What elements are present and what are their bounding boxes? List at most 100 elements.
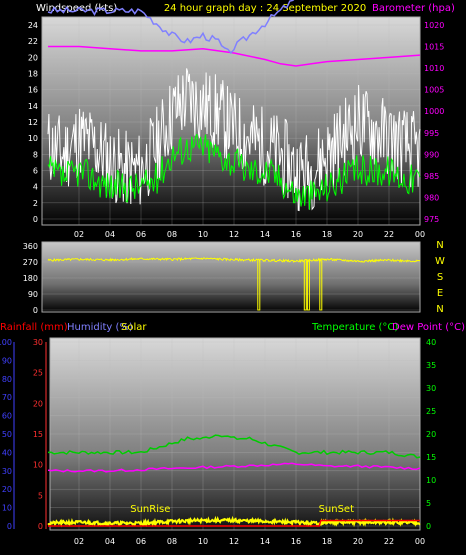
direction-tick-label: 0: [33, 306, 38, 315]
compass-label: S: [437, 272, 443, 283]
temperature-axis-label: Temperature (°C): [311, 322, 398, 333]
panel2-series: [47, 257, 421, 311]
direction-tick-label: 90: [28, 290, 38, 299]
barometer-tick-label: 1005: [424, 86, 444, 95]
graph-title: 24 hour graph day : 24 September 2020: [164, 3, 366, 14]
wind-direction-drop: [303, 260, 307, 311]
rainfall-tick-label: 80: [2, 375, 12, 384]
rainfall-axis-label: Rainfall (mm): [0, 322, 68, 333]
humidity-tick-label: 25: [33, 369, 43, 378]
humidity-tick-label: 5: [38, 491, 43, 500]
temperature-tick-labels: 0 5 10 15 20 25 30 35 40: [426, 338, 436, 531]
windspeed-tick-label: 0: [33, 215, 38, 224]
temperature-tick-label: 15: [426, 453, 436, 462]
barometer-tick-label: 1020: [424, 21, 444, 30]
direction-tick-label: 180: [23, 274, 38, 283]
hour-tick-label: 00: [415, 230, 425, 239]
hour-tick-label: 10: [198, 230, 208, 239]
wind-direction-line: [47, 257, 421, 264]
hour-tick-label: 18: [322, 230, 332, 239]
rainfall-tick-label: 10: [2, 504, 12, 513]
rainfall-tick-label: 100: [0, 338, 12, 347]
sunset-annotation: SunSet: [319, 504, 355, 515]
temperature-tick-label: 20: [426, 430, 436, 439]
hour-tick-label: 20: [353, 230, 363, 239]
humidity-tick-label: 0: [38, 522, 43, 531]
rainfall-tick-label: 50: [2, 430, 12, 439]
compass-label: N: [436, 240, 443, 251]
humidity-tick-label: 30: [33, 338, 43, 347]
hour-tick-label: 08: [167, 230, 177, 239]
hour-tick-label: 04: [105, 537, 115, 546]
hour-tick-label: 06: [136, 537, 146, 546]
rainfall-tick-label: 20: [2, 485, 12, 494]
hour-tick-label: 18: [322, 537, 332, 546]
windspeed-tick-label: 18: [28, 70, 38, 79]
barometer-tick-label: 1000: [424, 107, 444, 116]
temperature-tick-label: 40: [426, 338, 436, 347]
windspeed-tick-label: 12: [28, 118, 38, 127]
windspeed-tick-label: 20: [28, 53, 38, 62]
barometer-axis-label: Barometer (hpa): [372, 3, 455, 14]
temperature-line: [47, 434, 421, 459]
windspeed-axis-label: Windspeed (kts): [36, 3, 117, 14]
hour-tick-label: 12: [229, 230, 239, 239]
hour-tick-label: 22: [384, 537, 394, 546]
rainfall-tick-label: 40: [2, 448, 12, 457]
rainfall-tick-label: 90: [2, 356, 12, 365]
hour-tick-label: 06: [136, 230, 146, 239]
hour-tick-label: 10: [198, 537, 208, 546]
hour-tick-label: 22: [384, 230, 394, 239]
humidity-tick-label: 15: [33, 430, 43, 439]
rainfall-tick-label: 30: [2, 467, 12, 476]
hour-tick-label: 08: [167, 537, 177, 546]
windspeed-tick-label: 22: [28, 37, 38, 46]
hour-tick-label: 02: [74, 537, 84, 546]
windspeed-tick-label: 10: [28, 134, 38, 143]
direction-tick-label: 270: [23, 258, 38, 267]
windspeed-tick-label: 16: [28, 86, 38, 95]
panel1-gridlines: [42, 17, 421, 225]
windspeed-line: [47, 68, 421, 212]
hour-tick-label: 16: [291, 230, 301, 239]
sunrise-annotation: SunRise: [130, 504, 170, 515]
wind-direction-drop: [306, 260, 310, 311]
humidity-tick-label: 10: [33, 461, 43, 470]
barometer-tick-label: 985: [424, 172, 439, 181]
wind-direction-drop: [319, 260, 323, 311]
temperature-tick-label: 5: [426, 499, 431, 508]
hour-tick-label: 14: [260, 537, 270, 546]
solar-axis-label: Solar: [121, 322, 147, 333]
barometer-tick-label: 975: [424, 215, 439, 224]
panel3-series: [47, 0, 421, 528]
compass-label: N: [436, 304, 443, 315]
compass-label: E: [437, 288, 443, 299]
hour-tick-label: 04: [105, 230, 115, 239]
hour-tick-label: 12: [229, 537, 239, 546]
solar-line: [47, 515, 421, 528]
direction-tick-labels: 0 90 180 270 360: [23, 242, 38, 315]
barometer-tick-labels: 975 980 985 990 995 1000 1005 1010 1015 1020: [424, 21, 444, 224]
barometer-tick-label: 980: [424, 193, 439, 202]
panel1-background: [41, 16, 421, 226]
hour-tick-label: 14: [260, 230, 270, 239]
panel2-gridlines: [42, 245, 420, 311]
temperature-tick-label: 0: [426, 522, 431, 531]
barometer-line: [48, 45, 421, 67]
hour-tick-label: 00: [415, 537, 425, 546]
barometer-tick-label: 1010: [424, 64, 444, 73]
windspeed-tick-label: 6: [33, 167, 38, 176]
dewpoint-axis-label: Dew Point (°C): [392, 322, 465, 333]
windspeed-tick-label: 4: [33, 183, 38, 192]
direction-tick-label: 360: [23, 242, 38, 251]
temperature-tick-label: 30: [426, 384, 436, 393]
dewpoint-line: [47, 462, 421, 473]
windspeed-tick-label: 2: [33, 199, 38, 208]
panel1-series: [47, 45, 421, 212]
humidity-axis-label: Humidity (%): [67, 322, 133, 333]
panel2-background: [41, 241, 421, 313]
hour-tick-label: 20: [353, 537, 363, 546]
wind-direction-drop: [257, 260, 261, 311]
rainfall-tick-label: 70: [2, 393, 12, 402]
